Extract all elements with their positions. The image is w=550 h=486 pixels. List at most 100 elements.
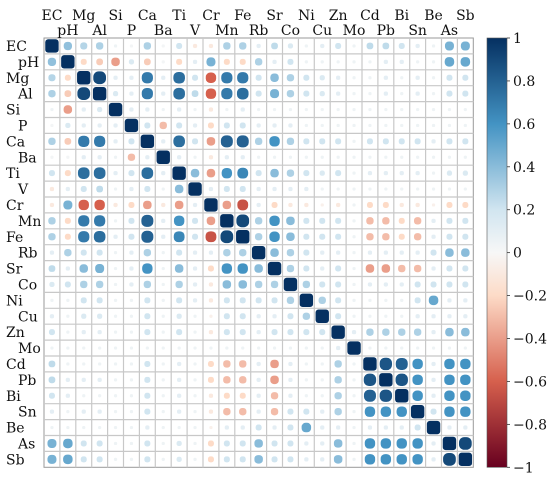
- corr-cell-Co-Cr: [208, 282, 214, 287]
- corr-cell-Zn-Si: [113, 330, 118, 334]
- corr-cell-Rb-Mn: [223, 248, 231, 257]
- corr-cell-Ba-Ba: [156, 150, 170, 164]
- corr-cell-Bi-Sr: [270, 392, 279, 400]
- corr-cell-Co-As: [446, 281, 453, 288]
- corr-cell-Cr-Mo: [352, 203, 356, 207]
- corr-cell-Sb-Ni: [304, 457, 309, 462]
- corr-cell-EC-Mg: [80, 42, 88, 50]
- corr-cell-Cr-Cu: [320, 203, 324, 207]
- corr-cell-P-EC: [50, 123, 54, 128]
- corr-cell-Sn-Sn: [410, 404, 425, 419]
- corr-cell-Sn-Cr: [208, 409, 214, 414]
- corr-cell-Sb-Zn: [333, 455, 343, 464]
- corr-cell-Si-Ba: [161, 107, 165, 112]
- column-labels: ECpHMgAlSiPCaBaTiVCrMnFeRbSrCoNiCuZnMoCd…: [41, 8, 474, 39]
- corr-cell-Mn-Ni: [303, 217, 310, 224]
- corr-cell-Cd-Pb: [379, 357, 393, 371]
- corr-cell-P-Rb: [256, 123, 261, 128]
- corr-cell-As-Ni: [304, 441, 309, 446]
- corr-cell-Be-Si: [113, 425, 118, 430]
- corr-cell-Mo-EC: [50, 346, 54, 350]
- corr-cell-Fe-Sr: [269, 231, 280, 242]
- corr-cell-Cr-Cd: [366, 201, 373, 208]
- corr-cell-V-Cd: [368, 187, 372, 191]
- corr-cell-As-Sb: [458, 437, 472, 450]
- corr-cell-Cd-As: [444, 358, 455, 370]
- corr-cell-Cu-Be: [431, 314, 436, 319]
- corr-cell-Sb-P: [129, 457, 134, 461]
- corr-cell-Al-V: [191, 90, 199, 97]
- corr-cell-Cd-Rb: [256, 361, 261, 367]
- corr-cell-Ni-V: [192, 298, 198, 303]
- corr-cell-Rb-Sn: [415, 250, 420, 255]
- corr-cell-Bi-Cd: [363, 389, 376, 402]
- corr-cell-pH-Si: [111, 57, 120, 67]
- corr-cell-Sr-Mo: [352, 266, 356, 271]
- corr-cell-Bi-Cu: [320, 394, 324, 398]
- corr-cell-Sn-Ti: [177, 409, 182, 414]
- corr-cell-Sn-Pb: [380, 406, 392, 417]
- corr-cell-Pb-pH: [65, 377, 70, 382]
- colorbar-tick-label: −0.2: [513, 289, 547, 305]
- corr-cell-Sr-Cu: [320, 266, 325, 271]
- corr-cell-Cd-Bi: [395, 357, 408, 370]
- corr-cell-Bi-Ca: [144, 392, 151, 399]
- corr-cell-Al-Ba: [161, 91, 166, 96]
- corr-cell-pH-Bi: [399, 59, 404, 64]
- row-label-Sb: Sb: [6, 452, 25, 468]
- column-label-Co: Co: [281, 23, 300, 39]
- corr-cell-Cr-Sr: [271, 201, 278, 208]
- corr-cell-V-Sr: [272, 186, 277, 192]
- corr-cell-Ti-Sn: [415, 171, 420, 176]
- corr-cell-Al-Cu: [319, 91, 325, 97]
- corr-cell-Fe-Ti: [173, 231, 185, 243]
- corr-cell-P-Ti: [176, 122, 183, 129]
- corr-cell-P-V: [192, 123, 198, 128]
- corr-cell-P-Mg: [81, 123, 86, 128]
- corr-cell-Rb-Si: [113, 251, 118, 255]
- corr-cell-V-Al: [96, 185, 103, 193]
- corr-cell-Mg-As: [446, 74, 453, 81]
- corr-cell-Ba-Bi: [400, 155, 404, 159]
- corr-cell-Bi-EC: [48, 392, 55, 399]
- corr-cell-pH-Sn: [416, 60, 420, 64]
- corr-cell-Fe-Cd: [366, 233, 374, 241]
- corr-cell-Sn-Mg: [81, 409, 86, 414]
- corr-cell-Cu-Cd: [368, 314, 372, 318]
- corr-cell-Be-Rb: [255, 424, 262, 431]
- corr-cell-Ba-Si: [113, 155, 118, 159]
- corr-cell-P-Be: [431, 123, 436, 128]
- corr-cell-Fe-Mg: [78, 231, 90, 243]
- corr-cell-Co-V: [192, 282, 198, 287]
- corr-cell-V-Cr: [208, 186, 214, 192]
- corr-cell-Fe-Co: [286, 232, 295, 241]
- corr-cell-Ca-Be: [431, 139, 436, 144]
- corr-cell-Sr-pH: [65, 266, 70, 271]
- corr-cell-Fe-Pb: [382, 233, 390, 241]
- corr-cell-Cd-Ti: [177, 361, 182, 367]
- corr-cell-Al-EC: [48, 89, 56, 98]
- corr-cell-Zn-Co: [287, 329, 294, 336]
- row-label-Cr: Cr: [6, 198, 24, 214]
- corr-cell-Cu-Mg: [81, 313, 87, 319]
- corr-cell-Si-Pb: [384, 107, 388, 112]
- corr-cell-Ni-Sb: [463, 298, 468, 303]
- row-label-Sr: Sr: [6, 262, 23, 278]
- corr-cell-Zn-Ni: [303, 329, 310, 336]
- corr-cell-pH-Pb: [383, 59, 388, 64]
- corr-cell-Cd-Mo: [352, 362, 356, 366]
- corr-cell-Mo-Mo: [347, 341, 361, 355]
- corr-cell-Mn-Pb: [382, 217, 390, 225]
- corr-cell-Al-Fe: [236, 87, 249, 100]
- corr-cell-As-Bi: [396, 438, 407, 449]
- corr-cell-Si-Zn: [336, 107, 340, 112]
- corr-cell-Mo-Al: [98, 346, 102, 350]
- corr-cell-Mo-V: [193, 346, 197, 350]
- corr-cell-Ba-As: [447, 155, 452, 159]
- corr-cell-Ni-P: [129, 298, 134, 302]
- corr-cell-Sn-P: [129, 410, 134, 414]
- colorbar-tick-label: 0.6: [513, 117, 535, 133]
- corr-cell-Be-Mn: [224, 425, 229, 430]
- corr-cell-Al-Sr: [270, 89, 280, 99]
- row-label-P: P: [18, 118, 27, 134]
